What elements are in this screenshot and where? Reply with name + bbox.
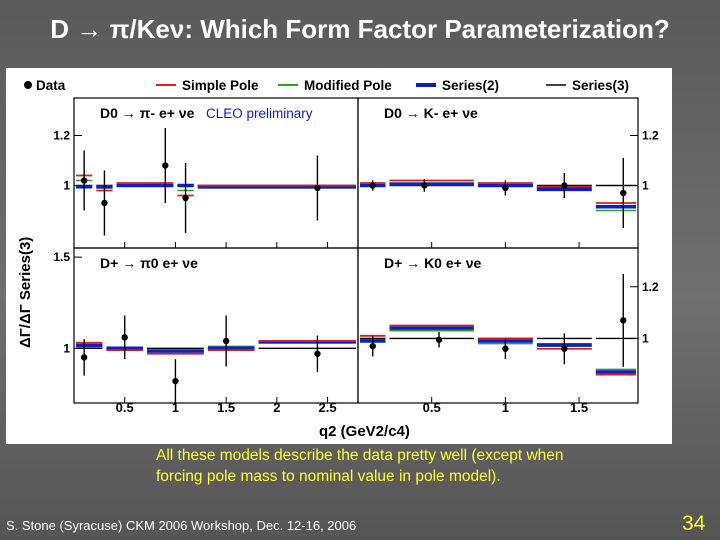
panel-label: D0 → K- e+ νe [384, 105, 478, 121]
data-point [314, 184, 321, 192]
panel-label: D0 → π- e+ νe [100, 105, 195, 121]
y-tick-label: 1 [642, 179, 649, 193]
panels: 1 1.2 D0 → π- e+ νe CLEO preliminary 1 1.2 D0 … [53, 97, 659, 404]
y-axis-label: ΔΓ/ΔΓ Series(3) [17, 237, 34, 348]
data-point [80, 354, 88, 361]
y-tick-label: 1.2 [642, 129, 659, 143]
data-point [314, 350, 321, 357]
slide-title: D → π/Keν: Which Form Factor Parameteriz… [50, 14, 670, 44]
x-tick-label: 1 [502, 400, 509, 415]
x-tick-label: 1.5 [570, 400, 588, 415]
x-tick-label: 1 [172, 400, 179, 415]
data-point [172, 377, 179, 385]
axes-text: 0.5 1 1.5 2 2.5 0.5 1 1.5 q2 (GeV2/c4) ΔΓ/ΔΓ Seri… [17, 237, 588, 440]
legend-label-1: Simple Pole [182, 78, 259, 93]
data-point [369, 342, 376, 350]
data-point [222, 337, 230, 345]
panel-1: 1 1.2 D0 → K- e+ νe [357, 97, 659, 249]
panel-3: 1 1.2 D+ → K0 e+ νe [357, 247, 659, 404]
panel-label: D+ → π0 e+ νe [100, 255, 198, 271]
panel-frame [73, 247, 359, 404]
panel-0: 1 1.2 D0 → π- e+ νe CLEO preliminary [53, 97, 359, 249]
x-tick-label: 0.5 [116, 400, 134, 415]
data-point [421, 182, 428, 189]
legend-label-2: Modified Pole [304, 78, 392, 93]
data-point [561, 345, 568, 352]
form-factor-figure: Data Simple Pole Modified Pole Series(2) Ser… [6, 68, 672, 444]
data-point [435, 336, 443, 343]
panel-annotation: CLEO preliminary [206, 106, 313, 121]
data-point [620, 189, 627, 197]
legend-label-3: Series(2) [442, 78, 499, 93]
caption: All these models describe the data prett… [156, 445, 676, 487]
y-tick-label: 1.2 [53, 129, 70, 143]
data-point [561, 182, 568, 189]
y-tick-label: 1 [63, 341, 70, 355]
data-point [369, 182, 376, 189]
caption-line-2: forcing pole mass to nominal value in po… [156, 468, 501, 485]
y-tick-label: 1 [642, 331, 649, 345]
footer: S. Stone (Syracuse) CKM 2006 Workshop, D… [6, 518, 357, 533]
panel-2: 1 1.5 D+ → π0 e+ νe [53, 247, 359, 404]
data-point [620, 317, 627, 324]
page-number: 34 [682, 512, 706, 535]
panel-frame [357, 247, 639, 404]
y-tick-label: 1 [63, 179, 70, 193]
panel-label: D+ → K0 e+ νe [384, 255, 481, 271]
data-point [80, 177, 88, 184]
x-tick-label: 0.5 [423, 400, 441, 415]
data-point [101, 199, 108, 207]
x-axis-label: q2 (GeV2/c4) [319, 423, 410, 440]
x-tick-label: 2.5 [319, 400, 337, 415]
data-point [121, 334, 128, 341]
data-point [182, 194, 189, 202]
x-tick-label: 1.5 [217, 400, 235, 415]
form-factor-plot: Data Simple Pole Modified Pole Series(2) Ser… [17, 78, 659, 440]
y-tick-label: 1.2 [642, 280, 659, 294]
data-point [502, 184, 509, 192]
legend-label-0: Data [36, 78, 66, 93]
data-point [162, 162, 169, 169]
legend: Data Simple Pole Modified Pole Series(2) Ser… [24, 78, 629, 93]
data-point [502, 345, 509, 352]
legend-label-4: Series(3) [572, 78, 629, 93]
caption-line-1: All these models describe the data prett… [156, 447, 564, 464]
y-tick-label: 1.5 [53, 250, 70, 264]
legend-data-marker [24, 81, 32, 89]
x-tick-label: 2 [273, 400, 280, 415]
